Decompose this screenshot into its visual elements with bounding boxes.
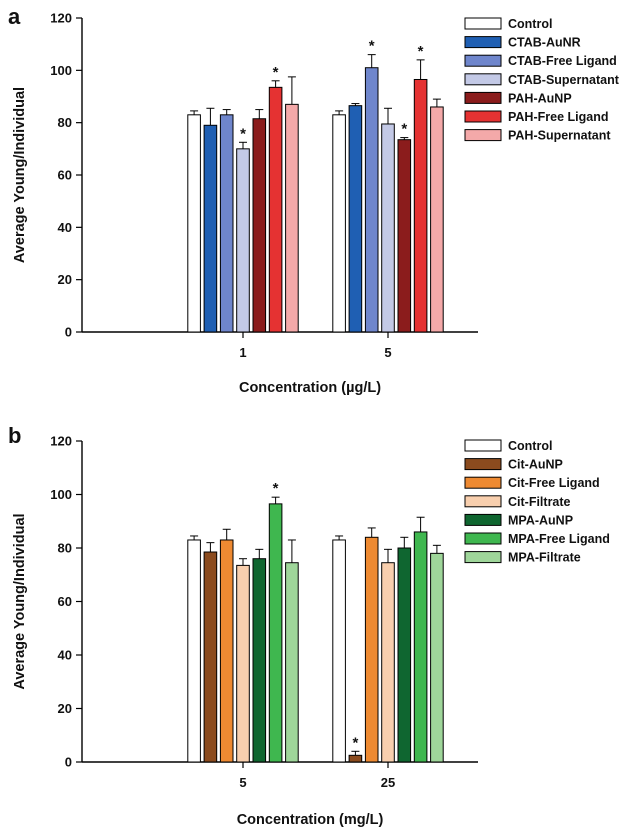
legend-label: MPA-AuNP bbox=[508, 513, 573, 527]
legend-label: Cit-Filtrate bbox=[508, 495, 571, 509]
bar bbox=[236, 564, 250, 763]
y-tick-label: 120 bbox=[50, 434, 72, 449]
bar bbox=[397, 139, 412, 333]
bar bbox=[236, 148, 250, 333]
legend-label: Cit-AuNP bbox=[508, 458, 563, 472]
x-tick-label: 5 bbox=[384, 345, 391, 360]
significance-marker: * bbox=[273, 64, 279, 81]
bar bbox=[381, 123, 395, 333]
panel-letter: b bbox=[8, 423, 21, 448]
legend-label: MPA-Free Ligand bbox=[508, 532, 610, 546]
y-tick-label: 80 bbox=[58, 115, 72, 130]
x-tick-label: 1 bbox=[239, 345, 246, 360]
legend-swatch bbox=[464, 36, 502, 49]
legend-swatch bbox=[464, 110, 502, 123]
bar bbox=[268, 86, 283, 333]
legend-label: Control bbox=[508, 17, 552, 31]
y-axis-title: Average Young/Individual bbox=[12, 513, 28, 689]
y-axis-title: Average Young/Individual bbox=[12, 87, 28, 263]
y-tick-label: 60 bbox=[58, 594, 72, 609]
x-axis-title: Concentration (mg/L) bbox=[237, 812, 384, 828]
y-tick-label: 0 bbox=[65, 325, 72, 340]
bar bbox=[285, 103, 299, 333]
bar bbox=[364, 67, 379, 333]
bar bbox=[332, 539, 346, 763]
bar bbox=[252, 558, 267, 763]
legend-swatch bbox=[464, 532, 502, 545]
legend-swatch bbox=[464, 439, 502, 452]
x-axis-title: Concentration (µg/L) bbox=[239, 380, 381, 396]
legend-label: CTAB-AuNR bbox=[508, 36, 581, 50]
legend-swatch bbox=[464, 476, 502, 489]
bar bbox=[348, 105, 363, 333]
legend-label: CTAB-Free Ligand bbox=[508, 54, 617, 68]
bar bbox=[252, 118, 267, 333]
bar bbox=[413, 531, 428, 763]
bar bbox=[413, 78, 428, 333]
legend-label: PAH-Free Ligand bbox=[508, 110, 608, 124]
legend-swatch bbox=[464, 551, 502, 564]
significance-marker: * bbox=[369, 38, 375, 55]
legend-swatch bbox=[464, 54, 502, 67]
bar bbox=[332, 114, 346, 333]
bar bbox=[285, 562, 299, 763]
panel-a: a 0 20 40 60 80 100 120 Average Young/Individual… bbox=[8, 4, 620, 396]
bar bbox=[364, 536, 379, 763]
bar bbox=[430, 552, 444, 763]
bar bbox=[187, 114, 201, 333]
significance-marker: * bbox=[273, 480, 279, 497]
bar bbox=[381, 562, 395, 763]
x-tick-label: 5 bbox=[239, 775, 246, 790]
significance-marker: * bbox=[240, 125, 246, 142]
legend-swatch bbox=[464, 91, 502, 104]
y-tick-label: 40 bbox=[58, 220, 72, 235]
legend-label: Cit-Free Ligand bbox=[508, 476, 600, 490]
legend-swatch bbox=[464, 495, 502, 508]
legend-swatch bbox=[464, 73, 502, 86]
y-tick-label: 60 bbox=[58, 168, 72, 183]
bar bbox=[203, 124, 218, 333]
y-tick-label: 80 bbox=[58, 541, 72, 556]
legend-swatch bbox=[464, 17, 502, 30]
y-tick-label: 20 bbox=[58, 701, 72, 716]
bar bbox=[430, 106, 444, 333]
legend-swatch bbox=[464, 458, 502, 471]
bar bbox=[397, 547, 412, 763]
legend-label: CTAB-Supernatant bbox=[508, 73, 620, 87]
y-tick-label: 20 bbox=[58, 272, 72, 287]
panel-letter: a bbox=[8, 4, 21, 29]
legend-label: PAH-Supernatant bbox=[508, 129, 611, 143]
panel-b: b 0 20 40 60 80 100 120 Average Young/Individual… bbox=[8, 423, 610, 828]
significance-marker: * bbox=[401, 121, 407, 138]
bar bbox=[187, 539, 201, 763]
y-tick-label: 40 bbox=[58, 648, 72, 663]
legend-swatch bbox=[464, 513, 502, 526]
significance-marker: * bbox=[418, 43, 424, 60]
x-tick-label: 25 bbox=[381, 775, 395, 790]
y-tick-label: 120 bbox=[50, 11, 72, 26]
y-tick-label: 100 bbox=[50, 63, 72, 78]
legend-label: MPA-Filtrate bbox=[508, 551, 581, 565]
y-tick-label: 0 bbox=[65, 755, 72, 770]
legend-label: PAH-AuNP bbox=[508, 91, 572, 105]
bar bbox=[348, 754, 363, 763]
significance-marker: * bbox=[352, 734, 358, 751]
legend-swatch bbox=[464, 129, 502, 142]
bar bbox=[268, 503, 283, 763]
bar bbox=[219, 539, 234, 763]
bar bbox=[203, 551, 218, 763]
legend-label: Control bbox=[508, 439, 552, 453]
bar bbox=[219, 114, 234, 333]
y-tick-label: 100 bbox=[50, 487, 72, 502]
